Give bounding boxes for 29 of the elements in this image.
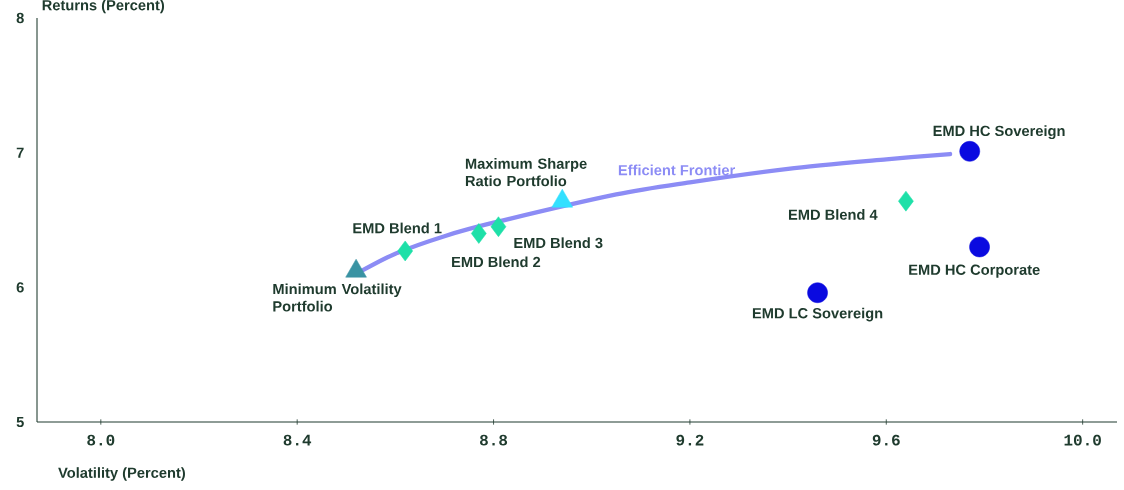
point bbox=[969, 236, 990, 258]
series-label: Minimum Volatility Portfolio bbox=[273, 283, 402, 312]
x-tick-label: 8.4 bbox=[283, 434, 312, 446]
series-label: EMD HC Sovereign bbox=[933, 125, 1065, 140]
x-tick-label: 8.8 bbox=[480, 434, 508, 446]
point bbox=[807, 282, 828, 303]
y-axis-title: Returns (Percent) bbox=[42, 0, 165, 14]
series-label: EMD Blend 2 bbox=[452, 256, 541, 268]
point bbox=[959, 141, 981, 162]
y-tick-label: 6 bbox=[16, 282, 24, 293]
y-tick-label: 8 bbox=[16, 12, 24, 24]
point bbox=[898, 190, 914, 212]
x-axis-title: Volatility (Percent) bbox=[58, 467, 185, 481]
series-label: EMD Blend 1 bbox=[353, 222, 442, 234]
point bbox=[490, 216, 507, 237]
series-label: EMD LC Sovereign bbox=[752, 307, 883, 322]
x-tick-label: 9.6 bbox=[872, 434, 900, 446]
x-tick-label: 9.2 bbox=[676, 434, 704, 446]
point bbox=[471, 223, 487, 244]
series-label: EMD Blend 4 bbox=[788, 209, 878, 220]
point bbox=[397, 240, 413, 262]
series-label: EMD Blend 3 bbox=[514, 237, 603, 249]
series-label: EMD HC Corporate bbox=[909, 264, 1040, 278]
series-label: Efficient Frontier bbox=[618, 164, 736, 176]
x-tick-label: 8.0 bbox=[87, 434, 115, 446]
y-tick-label: 7 bbox=[16, 147, 24, 158]
y-tick-label: 5 bbox=[16, 416, 24, 428]
x-tick-label: 10.0 bbox=[1064, 434, 1101, 446]
series-label: Maximum Sharpe Ratio Portfolio bbox=[465, 158, 587, 187]
